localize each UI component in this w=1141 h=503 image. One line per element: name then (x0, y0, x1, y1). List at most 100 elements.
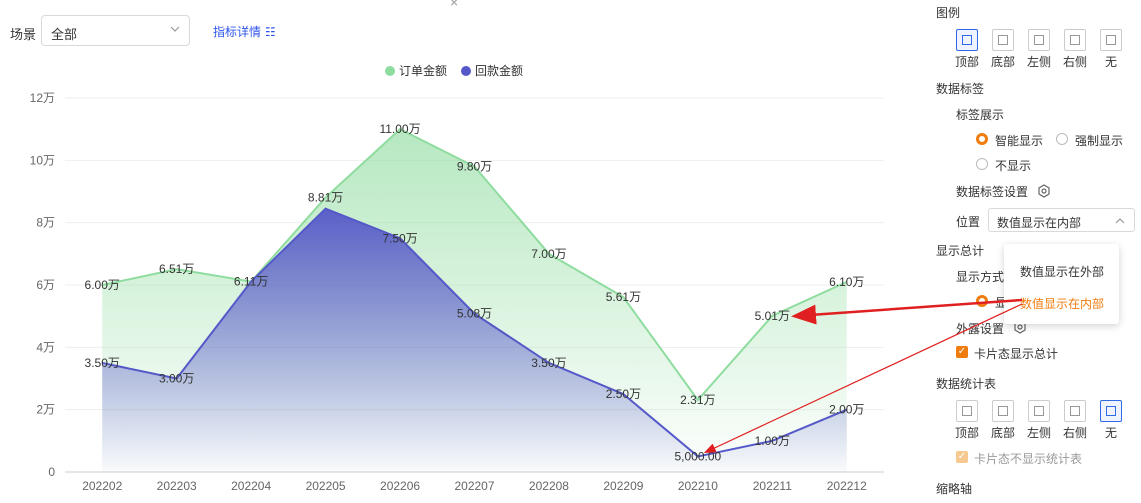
x-tick-label: 202210 (678, 479, 718, 493)
data-label: 11.00万 (379, 122, 420, 136)
x-tick-label: 202207 (454, 479, 494, 493)
legend-option-2-button[interactable] (1028, 29, 1050, 51)
scene-select-value: 全部 (51, 27, 78, 42)
list-icon: ☷ (265, 25, 276, 39)
data-label: 8.81万 (308, 190, 343, 204)
legend-title: 图例 (936, 6, 961, 20)
position-label: 位置 (956, 215, 981, 229)
position-select-value: 数值显示在内部 (997, 216, 1082, 230)
x-tick-label: 202209 (603, 479, 643, 493)
close-icon[interactable]: × (450, 0, 459, 10)
data-label: 5.08万 (457, 307, 492, 321)
thumbnail-axis-title: 缩略轴 (936, 482, 973, 496)
line-chart: 0 2万 4万 6万 8万 10万 12万 202202 202203 202204 202205 2… (30, 63, 884, 493)
stats-layout-icon (962, 406, 972, 416)
data-label: 2.31万 (680, 393, 715, 407)
settings-gear-icon[interactable] (1037, 184, 1051, 198)
card-no-stats-checkbox[interactable]: ✓ (956, 451, 968, 463)
stats-option-1-button[interactable] (992, 400, 1014, 422)
data-label: 6.51万 (159, 262, 194, 276)
display-mode-label: 显示方式 (956, 270, 1005, 284)
data-label: 5.01万 (755, 309, 790, 323)
legend-option-4-button[interactable] (1100, 29, 1122, 51)
stats-title: 数据统计表 (936, 377, 997, 391)
smart-show-radio[interactable] (976, 133, 988, 145)
x-tick-label: 202212 (827, 479, 867, 493)
legend-label: 订单金额 (399, 63, 447, 78)
data-label: 6.00万 (85, 278, 120, 292)
legend-option-0-button[interactable] (956, 29, 978, 51)
force-show-label: 强制显示 (1075, 134, 1124, 148)
legend-layout-icon (998, 35, 1008, 45)
legend-label: 回款金额 (475, 63, 523, 78)
stats-layout-icon (1070, 406, 1080, 416)
stats-layout-icon (998, 406, 1008, 416)
x-tick-label: 202205 (306, 479, 346, 493)
no-show-radio[interactable] (976, 158, 988, 170)
data-label: 2.00万 (829, 403, 864, 417)
data-label: 5.61万 (606, 290, 641, 304)
legend-marker (385, 66, 395, 76)
stats-option-label: 底部 (990, 426, 1015, 440)
legend-option-label: 左侧 (1026, 55, 1051, 69)
data-label: 5,000.00 (675, 449, 722, 463)
x-tick-label: 202206 (380, 479, 420, 493)
data-label: 3.00万 (159, 372, 194, 386)
card-total-checkbox[interactable]: ✓ (956, 346, 968, 358)
force-show-radio[interactable] (1056, 133, 1068, 145)
display-mode-radio[interactable] (976, 295, 988, 307)
position-select[interactable]: 数值显示在内部 (988, 208, 1135, 232)
stats-option-label: 左侧 (1026, 426, 1051, 440)
y-tick-label: 2万 (36, 403, 55, 417)
series-area (102, 208, 847, 472)
card-no-stats-label: 卡片态不显示统计表 (974, 452, 1083, 466)
legend-layout-icon (1034, 35, 1044, 45)
y-tick-label: 8万 (36, 216, 55, 230)
stats-option-2-button[interactable] (1028, 400, 1050, 422)
stats-option-label: 右侧 (1062, 426, 1087, 440)
card-total-label: 卡片态显示总计 (974, 347, 1059, 361)
data-label: 1.00万 (755, 434, 790, 448)
filter-bar: 场景 全部 指标详情 ☷ × (0, 0, 900, 60)
no-show-label: 不显示 (995, 159, 1032, 173)
data-label-title: 数据标签 (936, 82, 985, 96)
position-dropdown: 数值显示在外部 数值显示在内部 (1004, 244, 1119, 324)
legend-layout-icon (962, 35, 972, 45)
data-label: 2.50万 (606, 387, 641, 401)
y-tick-label: 4万 (36, 340, 55, 354)
chevron-down-icon (170, 26, 180, 32)
stats-option-label: 无 (1104, 426, 1117, 440)
label-settings-title: 数据标签设置 (956, 185, 1029, 199)
data-label: 6.11万 (234, 275, 268, 289)
stats-option-4-button[interactable] (1100, 400, 1122, 422)
scene-select[interactable]: 全部 (41, 15, 190, 46)
indicator-detail-link[interactable]: 指标详情 ☷ (213, 23, 276, 40)
smart-show-label: 智能显示 (995, 134, 1044, 148)
label-display-title: 标签展示 (956, 108, 1005, 122)
legend-option-label: 无 (1104, 55, 1117, 69)
y-tick-label: 10万 (30, 153, 55, 167)
total-title: 显示总计 (936, 244, 985, 258)
data-label: 7.00万 (531, 247, 566, 261)
data-label: 3.50万 (531, 356, 566, 370)
legend-layout-icon (1106, 35, 1116, 45)
stats-option-label: 顶部 (954, 426, 979, 440)
data-label: 7.50万 (382, 231, 417, 245)
x-tick-label: 202202 (82, 479, 122, 493)
y-tick-label: 6万 (36, 278, 55, 292)
stats-option-0-button[interactable] (956, 400, 978, 422)
legend-option-label: 右侧 (1062, 55, 1087, 69)
scene-label: 场景 (10, 27, 37, 42)
legend-layout-icon (1070, 35, 1080, 45)
dropdown-option-outside[interactable]: 数值显示在外部 (1020, 265, 1105, 279)
data-label: 6.10万 (829, 275, 864, 289)
dropdown-option-inside[interactable]: 数值显示在内部 (1020, 297, 1105, 311)
legend-option-label: 底部 (990, 55, 1015, 69)
legend-option-3-button[interactable] (1064, 29, 1086, 51)
x-tick-label: 202211 (753, 479, 792, 493)
stats-layout-icon (1034, 406, 1044, 416)
legend-option-1-button[interactable] (992, 29, 1014, 51)
data-label: 9.80万 (457, 160, 492, 174)
data-label: 3.50万 (85, 356, 120, 370)
stats-option-3-button[interactable] (1064, 400, 1086, 422)
